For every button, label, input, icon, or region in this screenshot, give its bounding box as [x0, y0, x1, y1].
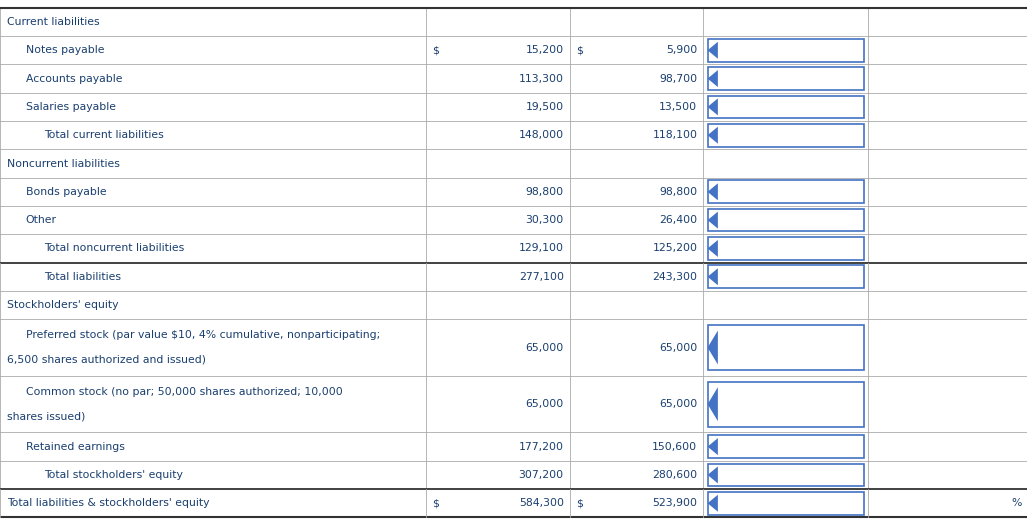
Bar	[0, 291, 1027, 319]
Text: 6,500 shares authorized and issued): 6,500 shares authorized and issued)	[7, 355, 206, 365]
Bar	[0, 36, 1027, 64]
Bar	[0, 93, 1027, 121]
Text: Common stock (no par; 50,000 shares authorized; 10,000: Common stock (no par; 50,000 shares auth…	[26, 387, 342, 397]
Text: Total liabilities: Total liabilities	[44, 272, 121, 282]
Bar	[0, 319, 1027, 376]
Bar	[0, 461, 1027, 489]
Bar	[0, 263, 1027, 291]
Text: 148,000: 148,000	[519, 130, 564, 140]
Text: 5,900: 5,900	[667, 45, 697, 55]
Text: Retained earnings: Retained earnings	[26, 441, 124, 452]
Text: 307,200: 307,200	[519, 470, 564, 480]
Bar	[0, 376, 1027, 433]
Text: 150,600: 150,600	[652, 441, 697, 452]
Text: Total current liabilities: Total current liabilities	[44, 130, 164, 140]
Polygon shape	[708, 184, 718, 200]
Polygon shape	[708, 98, 718, 115]
Bar	[708, 382, 864, 427]
Polygon shape	[708, 212, 718, 229]
Bar	[708, 325, 864, 370]
Text: 65,000: 65,000	[659, 343, 697, 353]
Bar	[708, 464, 864, 486]
Bar	[0, 178, 1027, 206]
Polygon shape	[708, 42, 718, 59]
Text: Stockholders' equity: Stockholders' equity	[7, 300, 119, 310]
Bar	[708, 67, 864, 90]
Text: Preferred stock (par value $10, 4% cumulative, nonparticipating;: Preferred stock (par value $10, 4% cumul…	[26, 330, 380, 340]
Text: 26,400: 26,400	[659, 215, 697, 225]
Text: 19,500: 19,500	[526, 102, 564, 112]
Text: Total stockholders' equity: Total stockholders' equity	[44, 470, 183, 480]
Text: Noncurrent liabilities: Noncurrent liabilities	[7, 159, 120, 168]
Polygon shape	[708, 331, 718, 365]
Text: 98,800: 98,800	[659, 187, 697, 197]
Text: 584,300: 584,300	[519, 498, 564, 508]
Bar	[708, 180, 864, 203]
Bar	[708, 96, 864, 118]
Text: 98,800: 98,800	[526, 187, 564, 197]
Text: Total noncurrent liabilities: Total noncurrent liabilities	[44, 243, 185, 253]
Bar	[708, 237, 864, 260]
Text: $: $	[576, 498, 583, 508]
Bar	[708, 492, 864, 515]
Text: Current liabilities: Current liabilities	[7, 17, 100, 27]
Text: 125,200: 125,200	[652, 243, 697, 253]
Polygon shape	[708, 268, 718, 285]
Polygon shape	[708, 240, 718, 257]
Text: 65,000: 65,000	[526, 399, 564, 409]
Text: 243,300: 243,300	[652, 272, 697, 282]
Bar	[708, 265, 864, 288]
Bar	[708, 209, 864, 231]
Text: Other: Other	[26, 215, 56, 225]
Text: 280,600: 280,600	[652, 470, 697, 480]
Polygon shape	[708, 495, 718, 512]
Text: 65,000: 65,000	[659, 399, 697, 409]
Text: 30,300: 30,300	[526, 215, 564, 225]
Bar	[0, 206, 1027, 235]
Text: 13,500: 13,500	[659, 102, 697, 112]
Text: 113,300: 113,300	[519, 73, 564, 84]
Polygon shape	[708, 127, 718, 144]
Text: 523,900: 523,900	[652, 498, 697, 508]
Bar	[0, 149, 1027, 178]
Polygon shape	[708, 438, 718, 455]
Text: shares issued): shares issued)	[7, 412, 85, 422]
Text: 15,200: 15,200	[526, 45, 564, 55]
Text: 65,000: 65,000	[526, 343, 564, 353]
Text: %: %	[1012, 498, 1022, 508]
Bar	[708, 124, 864, 147]
Text: Salaries payable: Salaries payable	[26, 102, 116, 112]
Bar	[0, 8, 1027, 36]
Polygon shape	[708, 70, 718, 87]
Text: Notes payable: Notes payable	[26, 45, 104, 55]
Polygon shape	[708, 466, 718, 484]
Text: 129,100: 129,100	[519, 243, 564, 253]
Bar	[708, 39, 864, 61]
Bar	[0, 433, 1027, 461]
Polygon shape	[708, 387, 718, 421]
Bar	[0, 64, 1027, 93]
Text: Total liabilities & stockholders' equity: Total liabilities & stockholders' equity	[7, 498, 210, 508]
Bar	[0, 235, 1027, 263]
Bar	[708, 435, 864, 458]
Text: 118,100: 118,100	[652, 130, 697, 140]
Text: 98,700: 98,700	[659, 73, 697, 84]
Text: Accounts payable: Accounts payable	[26, 73, 122, 84]
Text: $: $	[576, 45, 583, 55]
Text: Bonds payable: Bonds payable	[26, 187, 107, 197]
Bar	[0, 489, 1027, 517]
Text: 277,100: 277,100	[519, 272, 564, 282]
Text: 177,200: 177,200	[519, 441, 564, 452]
Bar	[0, 121, 1027, 149]
Text: $: $	[432, 45, 440, 55]
Text: $: $	[432, 498, 440, 508]
